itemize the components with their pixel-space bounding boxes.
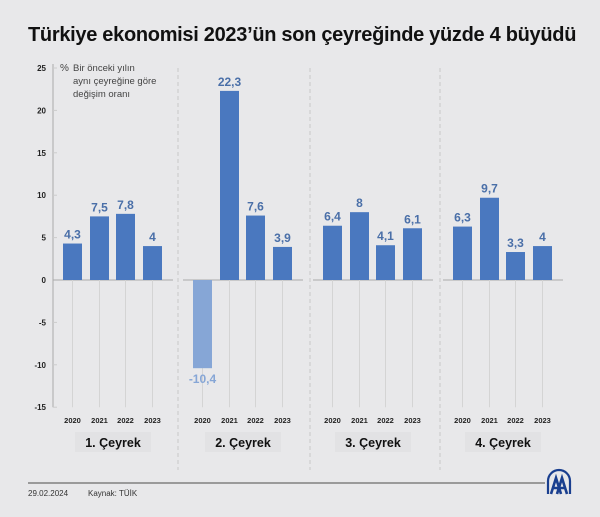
y-tick-label: 5 bbox=[42, 234, 47, 243]
bar bbox=[506, 252, 525, 280]
annotation-text: aynı çeyreğine göre bbox=[73, 76, 156, 87]
x-tick-label: 2020 bbox=[324, 416, 341, 425]
bar-value-label: 3,9 bbox=[274, 231, 291, 245]
group-label-bg bbox=[205, 432, 281, 452]
bar-value-label: 6,4 bbox=[324, 210, 341, 224]
bar bbox=[323, 225, 342, 280]
bar bbox=[376, 245, 395, 280]
bar bbox=[143, 246, 162, 280]
bar-value-label: 7,6 bbox=[247, 200, 264, 214]
group-label: 1. Çeyrek bbox=[85, 436, 141, 450]
bar-value-label: 7,8 bbox=[117, 198, 134, 212]
bar-value-label: 9,7 bbox=[481, 182, 498, 196]
bar bbox=[193, 280, 212, 369]
x-tick-label: 2022 bbox=[117, 416, 134, 425]
x-tick-label: 2022 bbox=[377, 416, 394, 425]
x-tick-label: 2022 bbox=[507, 416, 524, 425]
x-tick-label: 2021 bbox=[221, 416, 238, 425]
y-tick-label: 15 bbox=[37, 149, 46, 158]
group-label-bg bbox=[335, 432, 411, 452]
annotation-text: değişim oranı bbox=[73, 89, 130, 100]
bar bbox=[246, 215, 265, 280]
bar-value-label: 3,3 bbox=[507, 236, 524, 250]
bar bbox=[273, 246, 292, 280]
bar bbox=[533, 246, 552, 280]
x-tick-label: 2021 bbox=[91, 416, 108, 425]
bar bbox=[350, 212, 369, 280]
group-label: 3. Çeyrek bbox=[345, 436, 401, 450]
bar-value-label: 6,3 bbox=[454, 211, 471, 225]
bar-value-label: -10,4 bbox=[189, 372, 217, 386]
bar bbox=[220, 90, 239, 280]
bar-value-label: 6,1 bbox=[404, 212, 421, 226]
bar bbox=[63, 243, 82, 280]
x-tick-label: 2020 bbox=[64, 416, 81, 425]
bar-value-label: 22,3 bbox=[218, 75, 242, 89]
y-tick-label: -15 bbox=[34, 403, 46, 412]
bar-value-label: 4 bbox=[149, 230, 156, 244]
y-tick-label: 20 bbox=[37, 106, 46, 115]
x-tick-label: 2023 bbox=[144, 416, 161, 425]
x-tick-label: 2020 bbox=[454, 416, 471, 425]
bar bbox=[480, 197, 499, 280]
bar-value-label: 4,3 bbox=[64, 228, 81, 242]
footer-source: Kaynak: TÜİK bbox=[88, 489, 138, 498]
bar bbox=[116, 213, 135, 280]
x-tick-label: 2022 bbox=[247, 416, 264, 425]
bar bbox=[453, 226, 472, 280]
bar bbox=[403, 228, 422, 280]
y-tick-label: 0 bbox=[42, 276, 47, 285]
group-label: 4. Çeyrek bbox=[475, 436, 531, 450]
y-tick-label: 25 bbox=[37, 64, 46, 73]
x-tick-label: 2021 bbox=[351, 416, 368, 425]
annotation-text: Bir önceki yılın bbox=[73, 63, 135, 74]
x-tick-label: 2023 bbox=[534, 416, 551, 425]
footer-date: 29.02.2024 bbox=[28, 489, 69, 498]
chart-title: Türkiye ekonomisi 2023’ün son çeyreğinde… bbox=[28, 24, 577, 46]
bar bbox=[90, 216, 109, 280]
y-tick-label: -10 bbox=[34, 361, 46, 370]
annotation-percent: % bbox=[60, 63, 69, 74]
footer-divider bbox=[28, 482, 545, 484]
x-tick-label: 2023 bbox=[404, 416, 421, 425]
group-label-bg bbox=[75, 432, 151, 452]
group-label-bg bbox=[465, 432, 541, 452]
x-tick-label: 2021 bbox=[481, 416, 498, 425]
x-tick-label: 2020 bbox=[194, 416, 211, 425]
bar-value-label: 8 bbox=[356, 196, 363, 210]
y-tick-label: 10 bbox=[37, 191, 46, 200]
x-tick-label: 2023 bbox=[274, 416, 291, 425]
bar-value-label: 7,5 bbox=[91, 200, 108, 214]
bar-value-label: 4 bbox=[539, 230, 546, 244]
bar-value-label: 4,1 bbox=[377, 229, 394, 243]
y-tick-label: -5 bbox=[39, 318, 47, 327]
group-label: 2. Çeyrek bbox=[215, 436, 271, 450]
